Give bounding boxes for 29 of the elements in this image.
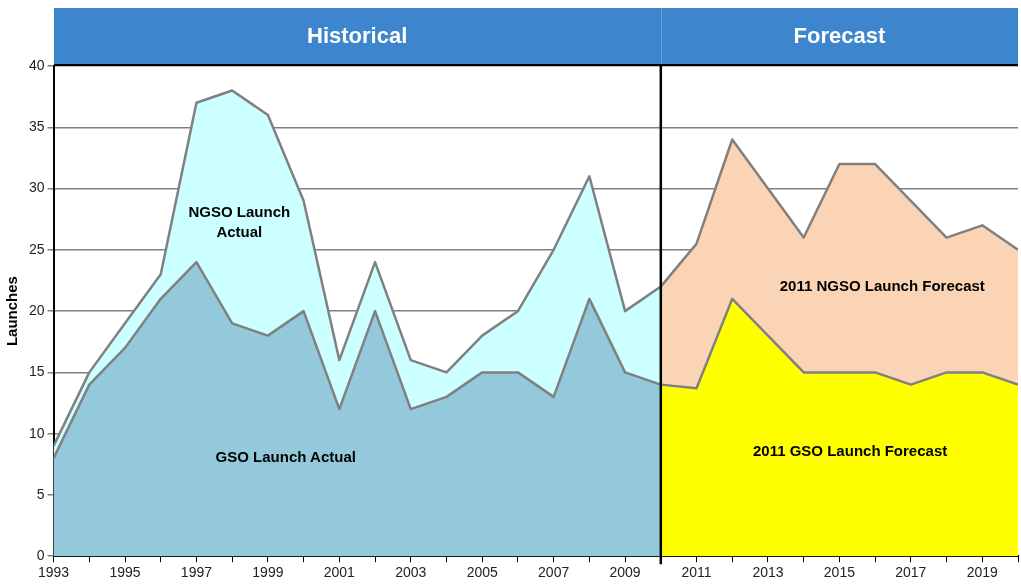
x-tick-label: 2005 (466, 564, 498, 581)
series-label: 2011 GSO Launch Forecast (752, 442, 948, 460)
x-tick-label: 2015 (823, 564, 856, 581)
series-label: 2011 NGSO Launch Forecast (779, 276, 985, 294)
x-tick-label: 2013 (752, 564, 784, 581)
y-axis-title: Launches (3, 276, 21, 347)
y-tick-label: 35 (28, 118, 45, 135)
x-tick-label: 2019 (966, 564, 999, 581)
x-tick-label: 1999 (252, 564, 284, 581)
x-tick-label: 1997 (180, 564, 213, 581)
y-tick-label: 10 (28, 424, 45, 441)
y-tick-label: 0 (36, 547, 45, 564)
x-tick-label: 2009 (609, 564, 641, 581)
y-tick-label: 15 (28, 363, 45, 380)
x-tick-label: 2003 (395, 564, 427, 581)
x-tick-label: 2011 (681, 564, 712, 581)
y-tick-label: 40 (28, 56, 45, 73)
series-label: NGSO Launch Actual (188, 203, 291, 240)
y-tick-label: 30 (28, 179, 45, 196)
series-label: GSO Launch Actual (215, 448, 356, 466)
x-tick-label: 2017 (895, 564, 927, 581)
y-tick-label: 25 (28, 240, 45, 257)
y-tick-label: 5 (36, 485, 45, 502)
x-tick-label: 1993 (37, 564, 70, 581)
x-tick-label: 2001 (323, 564, 356, 581)
x-tick-label: 2007 (538, 564, 570, 581)
y-tick-label: 20 (28, 301, 45, 318)
header-banner: Historical Forecast (53, 8, 1018, 66)
x-tick-label: 1995 (109, 564, 141, 581)
